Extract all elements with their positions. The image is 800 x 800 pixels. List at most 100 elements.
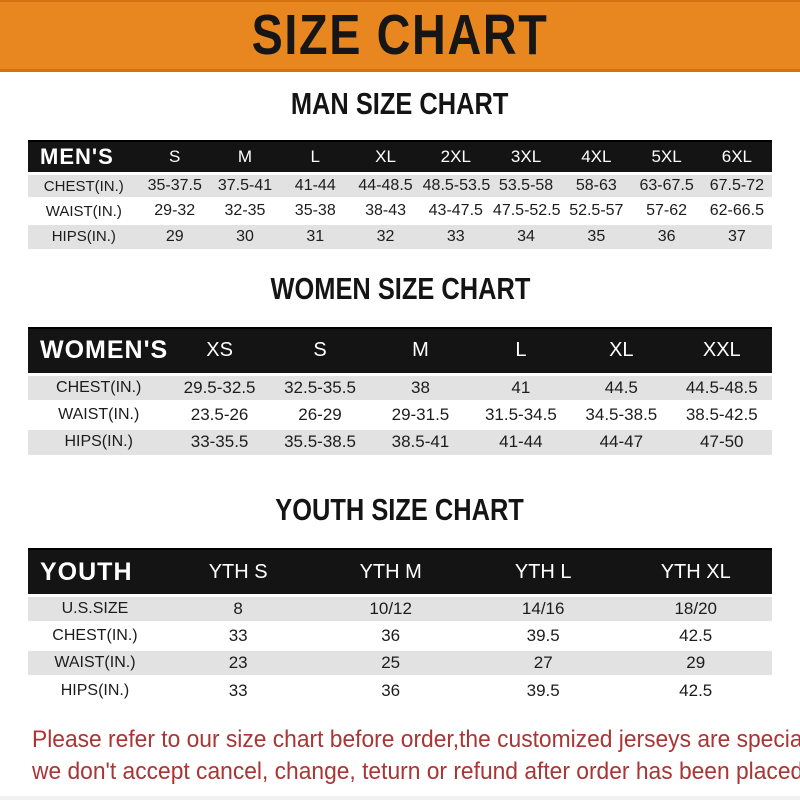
- size-value-cell: 32.5-35.5: [284, 377, 356, 397]
- table-row: HIPS(IN.) 29 30 31 32 33 34 35 36 37: [28, 223, 772, 249]
- size-value-cell: 44-47: [599, 432, 644, 452]
- row-label: CHEST(IN.): [43, 177, 124, 195]
- size-value-cell: 47-50: [700, 432, 744, 452]
- table-row: HIPS(IN.) 33-35.5 35.5-38.5 38.5-41 41-44 44-…: [28, 428, 772, 455]
- size-value-cell: 39.5: [526, 680, 560, 700]
- table-header-row: MEN'S S M L XL 2XL 3XL 4XL 5XL 6XL: [28, 140, 772, 175]
- size-value-cell: 37.5-41: [217, 177, 273, 194]
- youth-section-heading: YOUTH SIZE CHART: [0, 492, 800, 528]
- size-value-cell: 29: [165, 227, 184, 245]
- size-value-cell: 18/20: [674, 599, 717, 618]
- size-column-header: XL: [350, 140, 421, 175]
- size-value-cell: 67.5-72: [709, 177, 764, 194]
- size-column-header: S: [269, 326, 371, 375]
- size-sections: MAN SIZE CHART MEN'S S M L XL 2XL 3XL 4XL 5XL 6XL C…: [0, 86, 800, 704]
- size-value-cell: 23: [228, 653, 248, 672]
- table-title-cell: YOUTH: [28, 548, 162, 597]
- size-value-cell: 42.5: [679, 680, 713, 700]
- size-value-cell: 63-67.5: [639, 177, 694, 194]
- size-column-header: YTH L: [466, 548, 620, 597]
- row-label: CHEST(IN.): [56, 378, 142, 396]
- size-value-cell: 35: [587, 227, 606, 245]
- size-value-cell: 30: [236, 227, 254, 245]
- size-column-header: 4XL: [561, 140, 632, 175]
- table-row: CHEST(IN.) 33 36 39.5 42.5: [28, 622, 772, 650]
- size-value-cell: 10/12: [369, 599, 412, 618]
- size-value-cell: 44-48.5: [358, 177, 413, 194]
- section-heading-text: YOUTH SIZE CHART: [275, 492, 525, 527]
- size-column-header: S: [139, 140, 210, 175]
- size-value-cell: 44.5: [604, 377, 638, 397]
- men-section-heading: MAN SIZE CHART: [0, 86, 800, 122]
- size-value-cell: 29.5-32.5: [183, 377, 256, 397]
- size-value-cell: 43-47.5: [428, 202, 483, 219]
- size-value-cell: 38-43: [365, 202, 406, 219]
- size-value-cell: 37: [727, 227, 746, 245]
- size-value-cell: 38: [410, 377, 430, 397]
- footer-note-line-2: we don't accept cancel, change, teturn o…: [32, 757, 800, 785]
- size-value-cell: 36: [657, 227, 676, 245]
- size-value-cell: 38.5-42.5: [685, 404, 758, 424]
- size-value-cell: 57-62: [646, 202, 688, 219]
- section-heading-text: MAN SIZE CHART: [291, 86, 509, 121]
- section-youth: YOUTH SIZE CHART YOUTH YTH S YTH M YTH L YTH …: [0, 492, 800, 704]
- size-value-cell: 33: [446, 227, 465, 245]
- section-women: WOMEN SIZE CHART WOMEN'S XS S M L XL XXL CHEST(I…: [0, 273, 800, 455]
- size-column-header: YTH S: [161, 548, 315, 597]
- table-header-row: WOMEN'S XS S M L XL XXL: [28, 326, 772, 375]
- table-row: U.S.SIZE 8 10/12 14/16 18/20: [28, 595, 772, 623]
- row-label: HIPS(IN.): [60, 681, 130, 699]
- table-row: WAIST(IN.) 23 25 27 29: [28, 649, 772, 677]
- size-value-cell: 38.5-41: [391, 432, 450, 452]
- size-value-cell: 41-44: [294, 177, 336, 194]
- size-value-cell: 32: [376, 227, 395, 245]
- size-value-cell: 41: [511, 377, 531, 397]
- page-title: SIZE CHART: [251, 3, 549, 67]
- row-label: WAIST(IN.): [58, 405, 140, 423]
- row-label: WAIST(IN.): [54, 654, 136, 671]
- size-value-cell: 58-63: [575, 177, 617, 194]
- footer-note: Please refer to our size chart before or…: [32, 724, 800, 788]
- size-value-cell: 48.5-53.5: [422, 177, 491, 194]
- size-value-cell: 52.5-57: [569, 202, 624, 219]
- table-header-row: YOUTH YTH S YTH M YTH L YTH XL: [28, 548, 772, 597]
- size-column-header: XXL: [671, 326, 772, 375]
- size-column-header: YTH M: [314, 548, 467, 597]
- size-value-cell: 29-31.5: [391, 404, 450, 424]
- size-value-cell: 35-38: [294, 202, 336, 219]
- size-column-header: 2XL: [420, 140, 491, 175]
- size-column-header: L: [280, 140, 351, 175]
- row-label: U.S.SIZE: [61, 600, 129, 617]
- size-value-cell: 29-32: [154, 202, 196, 219]
- size-value-cell: 39.5: [526, 626, 560, 645]
- table-row: CHEST(IN.) 29.5-32.5 32.5-35.5 38 41 44.5 44.5…: [28, 374, 772, 401]
- size-value-cell: 53.5-58: [498, 177, 554, 194]
- table-title-cell: MEN'S: [28, 140, 140, 175]
- table-title-cell: WOMEN'S: [28, 326, 170, 375]
- men-size-table: MEN'S S M L XL 2XL 3XL 4XL 5XL 6XL CHEST(IN.) 35-37…: [28, 140, 772, 249]
- size-value-cell: 36: [381, 680, 401, 700]
- table-row: WAIST(IN.) 23.5-26 26-29 29-31.5 31.5-34.5 34…: [28, 401, 772, 428]
- size-value-cell: 14/16: [521, 599, 565, 618]
- row-label: HIPS(IN.): [51, 228, 116, 246]
- size-value-cell: 62-66.5: [709, 202, 764, 219]
- size-value-cell: 23.5-26: [190, 404, 249, 424]
- banner: SIZE CHART: [0, 0, 800, 72]
- size-value-cell: 27: [533, 653, 553, 672]
- size-column-header: M: [370, 326, 471, 375]
- size-value-cell: 47.5-52.5: [492, 202, 561, 219]
- size-value-cell: 42.5: [679, 626, 713, 645]
- women-size-table: WOMEN'S XS S M L XL XXL CHEST(IN.) 29.5-32.5 32.5…: [28, 326, 772, 455]
- size-column-header: 3XL: [490, 140, 562, 175]
- footer-note-line-1: Please refer to our size chart before or…: [32, 725, 800, 753]
- size-column-header: M: [209, 140, 281, 175]
- row-label: WAIST(IN.): [45, 202, 122, 220]
- size-column-header: 6XL: [701, 140, 772, 175]
- size-value-cell: 26-29: [298, 404, 342, 424]
- size-value-cell: 34.5-38.5: [585, 404, 658, 424]
- size-value-cell: 29: [686, 653, 706, 672]
- row-label: CHEST(IN.): [52, 627, 138, 644]
- size-value-cell: 31: [306, 227, 325, 245]
- size-value-cell: 44.5-48.5: [685, 377, 758, 397]
